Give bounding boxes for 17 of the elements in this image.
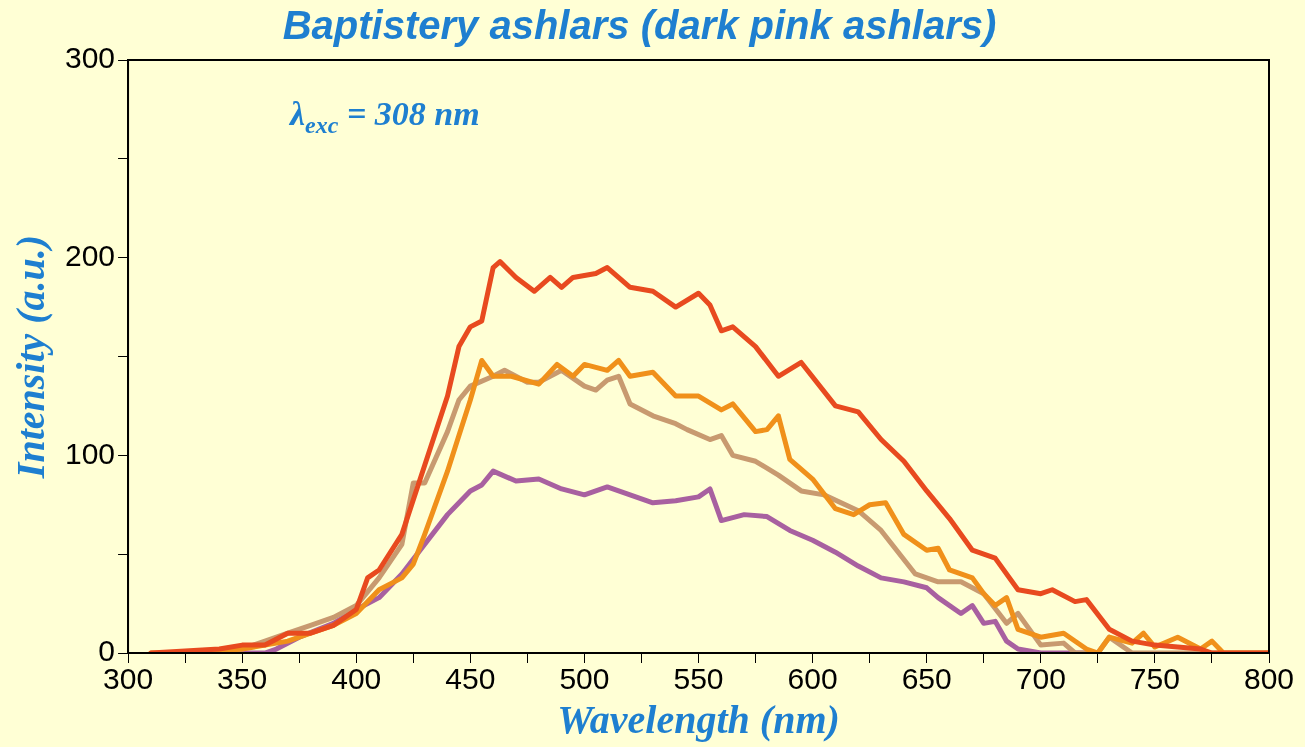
x-tick-label: 750 (1129, 662, 1180, 696)
x-tick-label: 500 (559, 662, 610, 696)
annotation: λ$_{exc}$ = 308 nm (290, 95, 480, 139)
x-tick-label: 700 (1015, 662, 1066, 696)
x-tick-label: 800 (1243, 662, 1295, 696)
chart-title: Baptistery ashlars (dark pink ashlars) (282, 3, 997, 48)
x-tick-label: 650 (901, 662, 952, 696)
x-axis-title: Wavelength (nm) (557, 697, 840, 743)
y-tick-label: 200 (64, 238, 116, 272)
x-tick-label: 550 (673, 662, 724, 696)
x-tick-label: 400 (331, 662, 382, 696)
y-tick-label: 300 (64, 41, 116, 75)
x-tick-label: 450 (445, 662, 496, 696)
y-tick-label: 100 (64, 436, 116, 470)
x-tick-label: 600 (787, 662, 838, 696)
x-tick-label: 350 (217, 662, 268, 696)
y-axis-title: Intensity (a.u.) (8, 234, 54, 480)
